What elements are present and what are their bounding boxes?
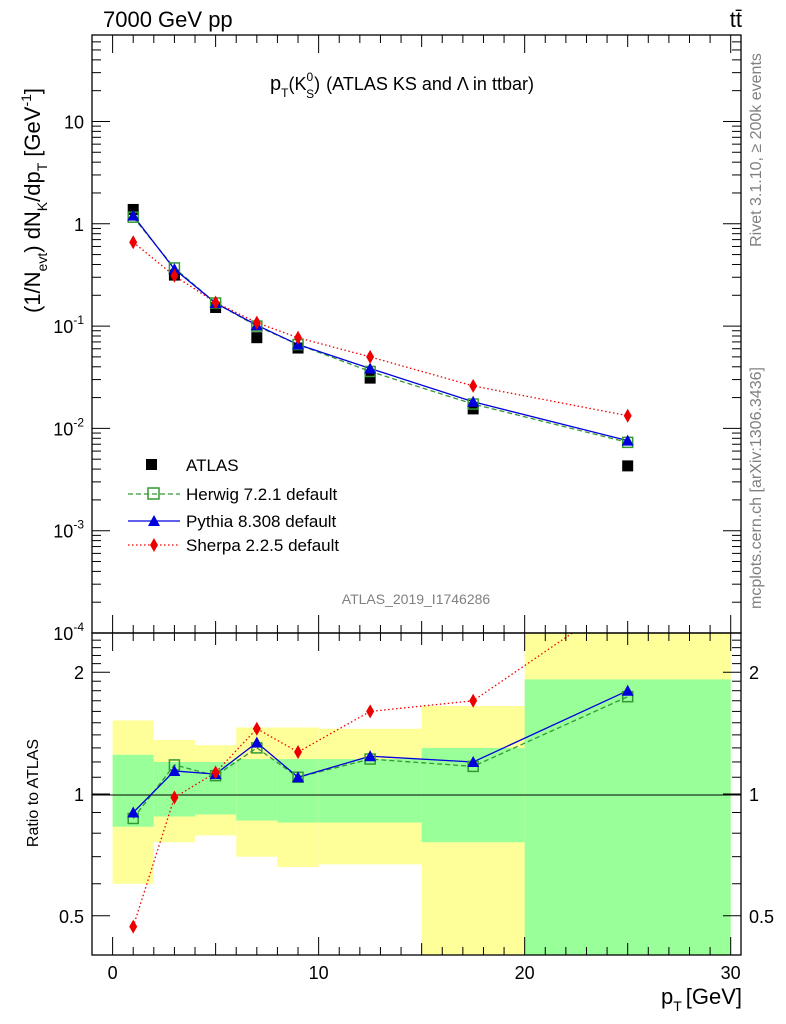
pythia-ratio-point (292, 771, 305, 783)
main-series-markers (127, 203, 634, 472)
ratio-series-markers (127, 588, 634, 934)
pythia-ratio-point (127, 806, 140, 818)
main-ytick-label: 10-3 (53, 518, 84, 542)
pythia-ratio-point (621, 684, 634, 696)
pythia-main-point (467, 395, 480, 407)
title-sub-t: T (281, 86, 289, 100)
xtick-label: 0 (108, 963, 118, 983)
pythia-main-line (132, 215, 628, 442)
title-p: p (270, 73, 281, 95)
ratio-ytick-label-right: 0.5 (749, 907, 774, 927)
main-ytick-label: 1 (74, 215, 84, 235)
sherpa-ratio-point (469, 693, 478, 708)
pythia-ratio-point (364, 750, 377, 762)
analysis-id-label: ATLAS_2019_I1746286 (342, 591, 491, 607)
sherpa-main-point (469, 378, 478, 393)
ratio-ytick-label-left: 2 (74, 663, 84, 683)
main-ytick-label: 10-4 (53, 620, 84, 644)
sherpa-main-point (366, 349, 375, 364)
pythia-ratio-point (250, 736, 263, 748)
title-sup-0: 0 (306, 70, 313, 84)
atlas-main-point (127, 203, 139, 215)
sherpa-main-point (211, 295, 220, 310)
atlas-main-point (251, 332, 263, 344)
pythia-main-point (364, 362, 377, 374)
pythia-main-point (168, 263, 181, 275)
stat-uncertainty-band (277, 759, 319, 823)
sherpa-ratio-point (170, 790, 179, 805)
sherpa-main-point (252, 315, 261, 330)
stat-uncertainty-band (236, 759, 278, 821)
title-sub-s: S (306, 87, 314, 101)
sherpa-ratio-point (129, 919, 138, 934)
pythia-main-point (127, 209, 140, 221)
pythia-main-point (621, 434, 634, 446)
ratio-ytick-label-right: 2 (749, 663, 759, 683)
header-energy-label: 7000 GeV pp (103, 7, 233, 32)
main-y-axis-label: (1/Nevt) dNK/dpT[GeV-1] (18, 88, 50, 313)
xtick-label: 30 (721, 963, 741, 983)
stat-uncertainty-band (524, 679, 731, 955)
title-rest: (ATLAS KS and Λ in ttbar) (326, 74, 534, 94)
plot-title: pT(K0 S) (ATLAS KS and Λ in ttbar) (270, 70, 534, 101)
sherpa-ratio-point (294, 745, 303, 760)
legend: ATLAS Herwig 7.2.1 default Pythia 8.308 … (128, 456, 339, 555)
sherpa-main-point (129, 235, 138, 250)
main-series-lines (132, 215, 628, 443)
atlas-main-point (622, 460, 634, 472)
main-ytick-label: 10 (64, 112, 84, 132)
ratio-ytick-label-left: 1 (74, 785, 84, 805)
ratio-y-axis-label: Ratio to ATLAS (25, 739, 42, 847)
main-ytick-label: 10-2 (53, 415, 84, 439)
ratio-ytick-label-right: 1 (749, 785, 759, 805)
legend-herwig-label: Herwig 7.2.1 default (186, 485, 337, 504)
sherpa-ratio-point (366, 704, 375, 719)
tick-labels: 10-4 10-3 10-2 10-1 1 10 0.5 1 2 0.5 1 2… (53, 112, 774, 983)
mcplots-label: mcplots.cern.ch [arXiv:1306.3436] (748, 367, 765, 609)
pythia-ratio-point (467, 755, 480, 767)
sherpa-ratio-point (211, 765, 220, 780)
herwig-main-line (132, 216, 628, 443)
sherpa-ratio-line (132, 633, 574, 927)
x-axis-label: pT [GeV] (661, 984, 742, 1014)
rivet-version-label: Rivet 3.1.10, ≥ 200k events (748, 53, 765, 247)
legend-herwig-marker (147, 487, 160, 500)
legend-sherpa-marker (150, 538, 158, 552)
header-process-label: tt̄ (730, 7, 742, 32)
legend-atlas-label: ATLAS (186, 456, 239, 475)
xtick-label: 20 (515, 963, 535, 983)
sherpa-main-point (170, 268, 179, 283)
sherpa-ratio-point (624, 588, 632, 602)
sherpa-ratio-point (252, 721, 261, 736)
xtick-label: 10 (309, 963, 329, 983)
pythia-ratio-point (168, 764, 181, 776)
title-paren-open: (K (288, 74, 306, 94)
sherpa-main-point (294, 330, 303, 345)
sherpa-main-line (132, 241, 628, 417)
legend-atlas-marker (146, 459, 157, 470)
legend-pythia-marker (148, 515, 160, 526)
ratio-uncertainty-bands (112, 633, 731, 955)
main-ytick-label: 10-1 (53, 313, 84, 337)
herwig-ratio-line (132, 696, 628, 819)
stat-uncertainty-band (318, 759, 422, 823)
axis-ticks (92, 34, 741, 956)
sherpa-main-point (623, 408, 632, 423)
legend-sherpa-label: Sherpa 2.2.5 default (186, 536, 339, 555)
ratio-ytick-label-left: 0.5 (59, 907, 84, 927)
legend-pythia-label: Pythia 8.308 default (186, 512, 337, 531)
ratio-series-lines (132, 633, 628, 927)
atlas-main-point (364, 372, 376, 384)
title-paren-close: ) (314, 74, 320, 94)
pythia-ratio-line (132, 690, 628, 813)
